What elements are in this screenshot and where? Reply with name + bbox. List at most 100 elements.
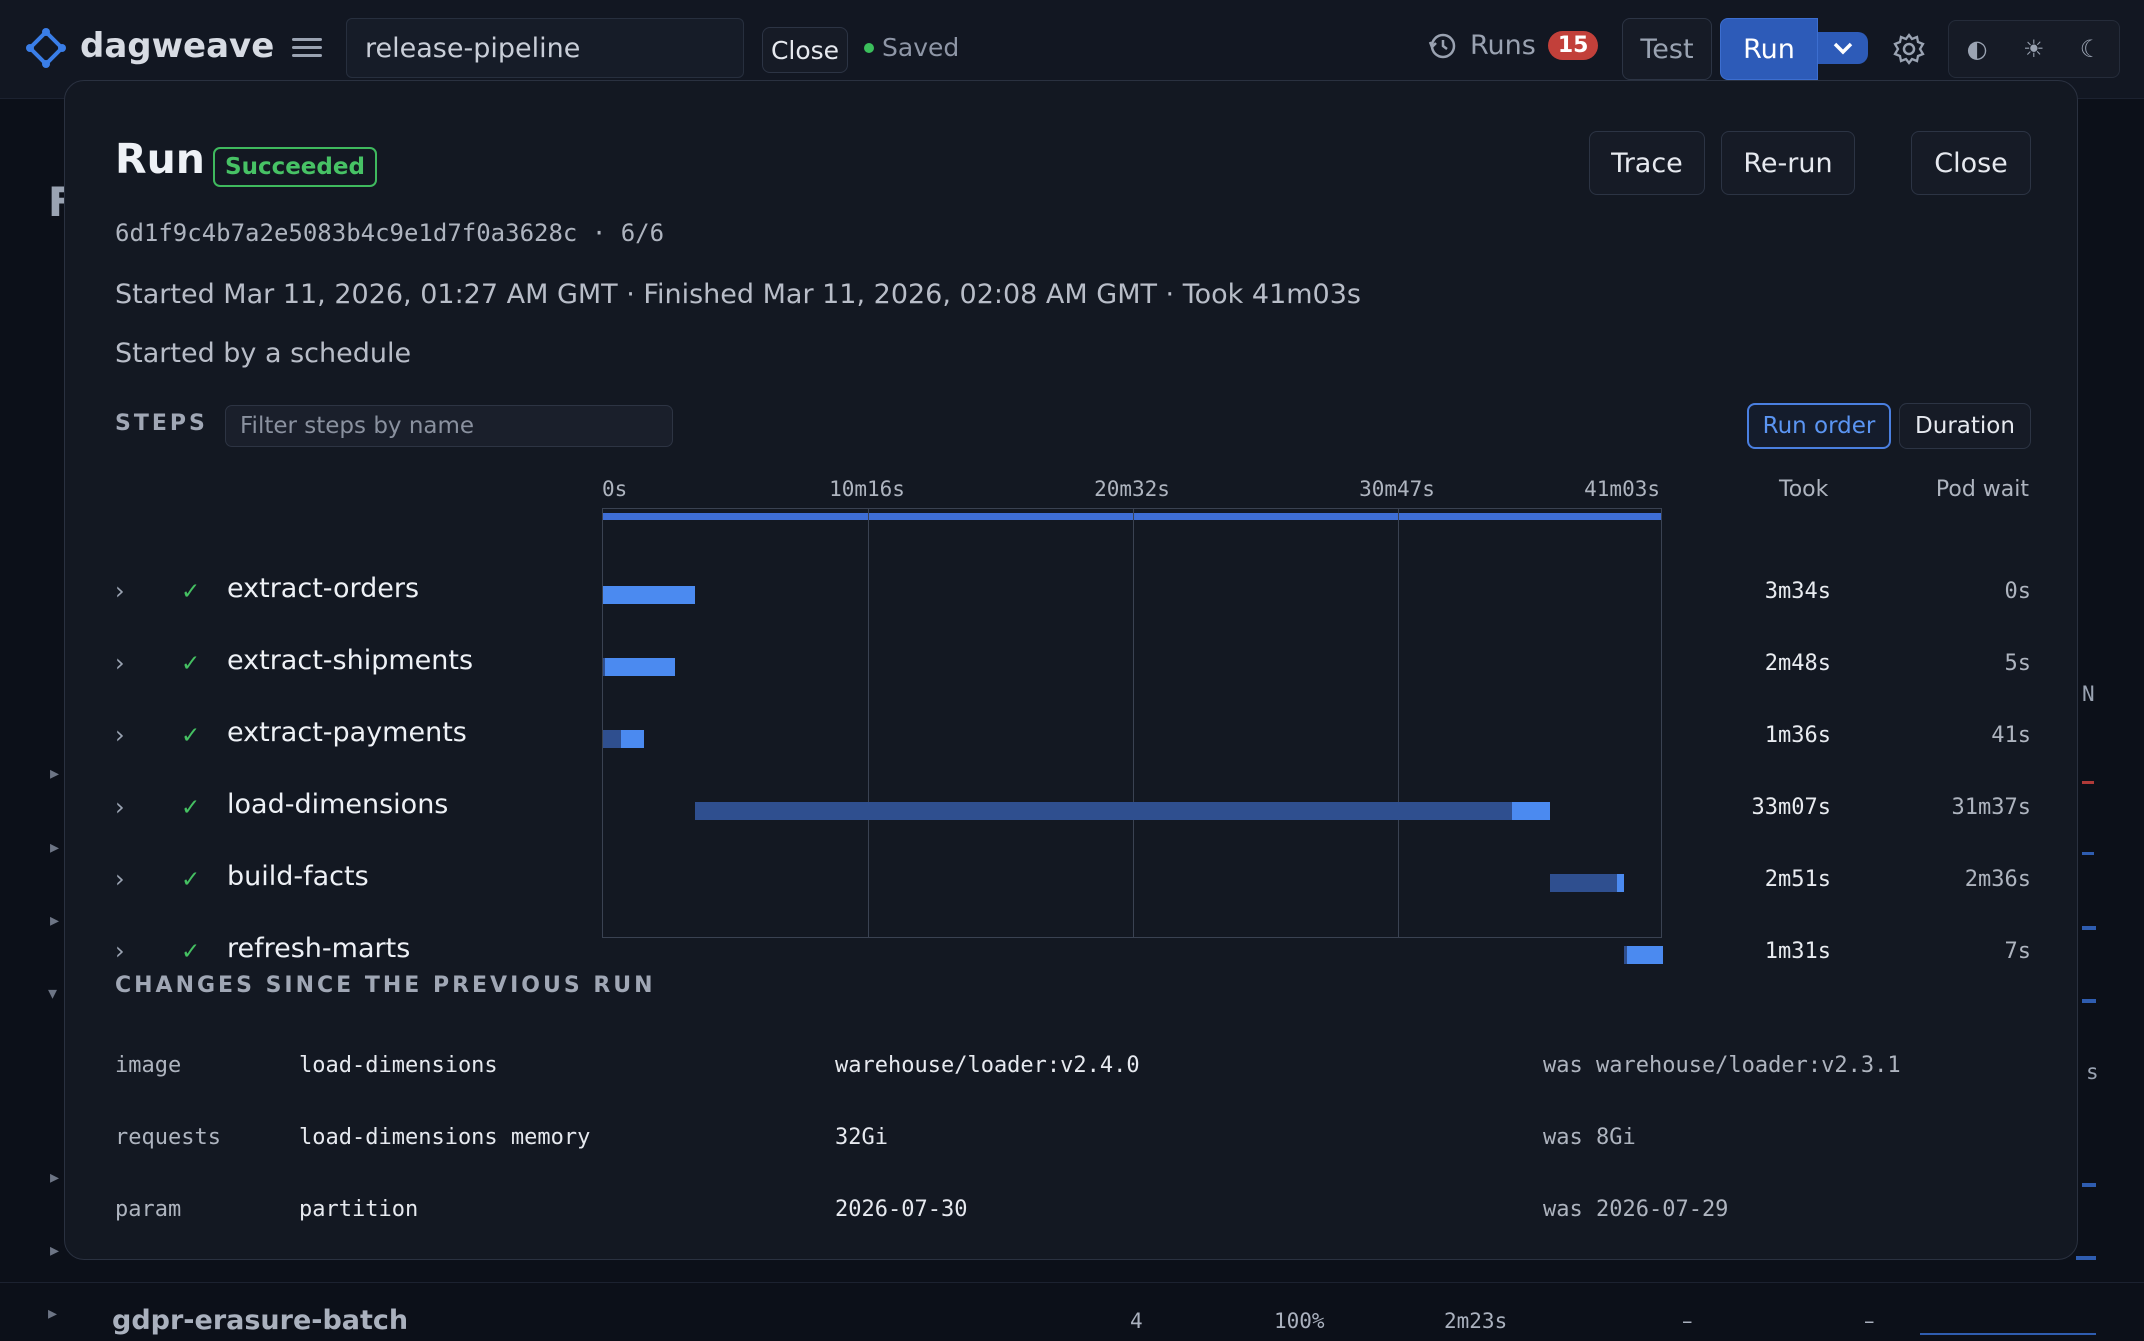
background-sparkline xyxy=(2082,757,2094,784)
empty-cell: – xyxy=(1864,1309,1875,1333)
step-name[interactable]: extract-shipments xyxy=(227,645,474,676)
moon-icon[interactable]: ☾ xyxy=(2079,35,2102,63)
close-modal-button[interactable]: Close xyxy=(1911,131,2031,195)
success-check-icon: ✓ xyxy=(181,579,201,605)
pod-wait-column-header: Pod wait xyxy=(1935,477,2029,502)
step-run-bar[interactable] xyxy=(620,730,645,748)
success-check-icon: ✓ xyxy=(181,867,201,893)
step-name[interactable]: extract-payments xyxy=(227,717,467,748)
step-took: 2m48s xyxy=(1764,651,1831,676)
step-run-bar[interactable] xyxy=(1617,874,1624,892)
success-rate: 100% xyxy=(1274,1309,1325,1333)
change-value: 2026-07-30 xyxy=(835,1197,968,1222)
background-row-expander[interactable]: ▸ xyxy=(50,763,60,784)
run-options-dropdown[interactable] xyxy=(1818,32,1868,64)
background-sparkline xyxy=(1920,1327,2096,1335)
step-took: 3m34s xyxy=(1764,579,1831,604)
background-cell: s xyxy=(2086,1060,2099,1084)
total-run-bar xyxy=(603,513,1661,520)
rerun-button[interactable]: Re-run xyxy=(1721,131,1855,195)
background-row-expander[interactable]: ▾ xyxy=(48,983,58,1004)
logo-diamond-icon xyxy=(26,28,66,68)
changes-heading: CHANGES SINCE THE PREVIOUS RUN xyxy=(115,973,656,998)
runs-count-badge: 15 xyxy=(1547,31,1599,60)
step-run-bar[interactable] xyxy=(1511,802,1551,820)
expand-step-icon[interactable]: › xyxy=(115,577,125,605)
step-took: 33m07s xyxy=(1751,795,1831,820)
background-row-expander[interactable]: ▸ xyxy=(50,1240,60,1261)
step-pod-wait: 2m36s xyxy=(1964,867,2031,892)
step-pod-wait: 5s xyxy=(2004,651,2032,676)
expand-step-icon[interactable]: › xyxy=(115,937,125,965)
step-name[interactable]: load-dimensions xyxy=(227,789,449,820)
pipeline-name-input[interactable] xyxy=(346,18,744,78)
background-row-expander[interactable]: ▸ xyxy=(50,1167,60,1188)
step-row[interactable]: › ✓ extract-payments 1m36s 41s xyxy=(65,707,2077,767)
status-badge: Succeeded xyxy=(213,147,377,187)
run-button[interactable]: Run xyxy=(1720,18,1818,80)
avg-duration: 2m23s xyxy=(1444,1309,1508,1333)
test-button[interactable]: Test xyxy=(1622,18,1712,80)
pod-wait-bar xyxy=(603,730,621,748)
change-previous-value: was 2026-07-29 xyxy=(1543,1197,1729,1222)
step-took: 1m31s xyxy=(1764,939,1831,964)
axis-tick-label: 30m47s xyxy=(1359,477,1435,501)
pod-wait-bar xyxy=(603,658,606,676)
sort-run-order-button[interactable]: Run order xyxy=(1747,403,1891,449)
row-expand-icon[interactable]: ▸ xyxy=(48,1303,58,1324)
background-sparkline xyxy=(2082,1177,2096,1187)
step-run-bar[interactable] xyxy=(1626,946,1663,964)
step-pod-wait: 41s xyxy=(1991,723,2031,748)
change-previous-value: was 8Gi xyxy=(1543,1125,1636,1150)
change-target: partition xyxy=(299,1197,419,1222)
step-row[interactable]: › ✓ extract-shipments 2m48s 5s xyxy=(65,635,2077,695)
change-target: load-dimensions xyxy=(299,1053,498,1078)
theme-switcher: ◐ ☀ ☾ xyxy=(1948,20,2120,78)
success-check-icon: ✓ xyxy=(181,723,201,749)
app-name: dagweave xyxy=(80,26,275,66)
contrast-icon[interactable]: ◐ xyxy=(1966,35,1988,63)
pod-wait-bar xyxy=(1623,946,1627,964)
expand-step-icon[interactable]: › xyxy=(115,793,125,821)
step-row[interactable]: › ✓ extract-orders 3m34s 0s xyxy=(65,563,2077,623)
step-pod-wait: 31m37s xyxy=(1951,795,2031,820)
hamburger-menu-icon[interactable] xyxy=(292,33,322,63)
run-timing: Started Mar 11, 2026, 01:27 AM GMT · Fin… xyxy=(115,279,1361,310)
axis-tick-label: 10m16s xyxy=(829,477,905,501)
expand-step-icon[interactable]: › xyxy=(115,865,125,893)
runs-button[interactable]: Runs 15 xyxy=(1428,30,1599,61)
step-name[interactable]: build-facts xyxy=(227,861,369,892)
success-check-icon: ✓ xyxy=(181,795,201,821)
change-value: warehouse/loader:v2.4.0 xyxy=(835,1053,1140,1078)
step-row[interactable]: › ✓ load-dimensions 33m07s 31m37s xyxy=(65,779,2077,839)
background-row-expander[interactable]: ▸ xyxy=(50,910,60,931)
empty-cell: – xyxy=(1682,1309,1693,1333)
grid-line xyxy=(868,509,869,937)
pod-wait-bar xyxy=(1550,874,1618,892)
expand-step-icon[interactable]: › xyxy=(115,721,125,749)
step-name[interactable]: extract-orders xyxy=(227,573,420,604)
trace-button[interactable]: Trace xyxy=(1589,131,1705,195)
step-run-bar[interactable] xyxy=(603,586,696,604)
took-column-header: Took xyxy=(1779,477,1829,502)
close-pipeline-button[interactable]: Close xyxy=(762,27,848,73)
background-row-expander[interactable]: ▸ xyxy=(50,837,60,858)
step-row[interactable]: › ✓ refresh-marts 1m31s 7s xyxy=(65,923,2077,983)
saved-label: Saved xyxy=(882,33,960,62)
change-kind: param xyxy=(115,1197,182,1222)
axis-tick-label: 0s xyxy=(602,477,628,501)
success-check-icon: ✓ xyxy=(181,939,201,965)
step-row[interactable]: › ✓ build-facts 2m51s 2m36s xyxy=(65,851,2077,911)
sun-icon[interactable]: ☀ xyxy=(2022,35,2045,63)
chevron-down-icon xyxy=(1833,42,1853,55)
sort-duration-button[interactable]: Duration xyxy=(1899,403,2031,449)
change-previous-value: was warehouse/loader:v2.3.1 xyxy=(1543,1053,1901,1078)
filter-steps-input[interactable] xyxy=(225,405,673,447)
pipeline-name[interactable]: gdpr-erasure-batch xyxy=(112,1305,409,1336)
background-table-row[interactable]: ▸ gdpr-erasure-batch 4 100% 2m23s – – xyxy=(0,1282,2144,1341)
step-name[interactable]: refresh-marts xyxy=(227,933,411,964)
expand-step-icon[interactable]: › xyxy=(115,649,125,677)
step-run-bar[interactable] xyxy=(605,658,676,676)
runs-count: 4 xyxy=(1130,1309,1143,1333)
gear-icon[interactable] xyxy=(1892,32,1926,66)
